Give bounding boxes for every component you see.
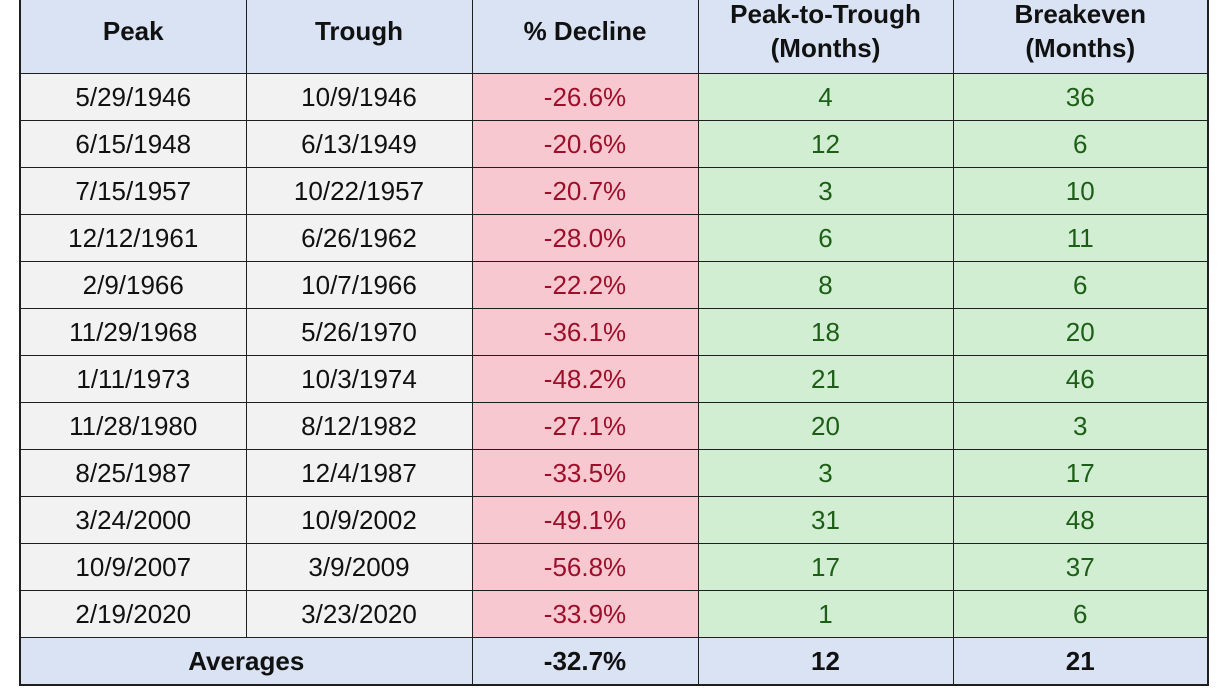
breakeven-cell: 6: [952, 261, 1209, 309]
decline-cell: -20.6%: [471, 120, 699, 168]
breakeven-cell: 48: [952, 496, 1209, 544]
peak-to-trough-cell: 4: [697, 73, 954, 121]
peak-to-trough-cell: 1: [697, 590, 954, 638]
header-breakeven-line2: (Months): [1025, 33, 1136, 63]
peak-cell: 10/9/2007: [19, 543, 247, 591]
trough-cell: 12/4/1987: [245, 449, 473, 497]
decline-cell: -20.7%: [471, 167, 699, 215]
header-breakeven: Breakeven (Months): [952, 0, 1209, 74]
peak-cell: 2/9/1966: [19, 261, 247, 309]
decline-cell: -22.2%: [471, 261, 699, 309]
averages-label: Averages: [19, 637, 473, 686]
breakeven-cell: 36: [952, 73, 1209, 121]
trough-cell: 8/12/1982: [245, 402, 473, 450]
trough-cell: 10/9/1946: [245, 73, 473, 121]
bear-markets-table: Peak Trough % Decline Peak-to-Trough (Mo…: [19, 0, 1209, 686]
table-row: 8/25/1987 12/4/1987 -33.5% 3 17: [19, 449, 1209, 497]
table-row: 11/29/1968 5/26/1970 -36.1% 18 20: [19, 308, 1209, 356]
peak-cell: 6/15/1948: [19, 120, 247, 168]
peak-cell: 5/29/1946: [19, 73, 247, 121]
header-peak-to-trough: Peak-to-Trough (Months): [697, 0, 954, 74]
breakeven-cell: 6: [952, 590, 1209, 638]
peak-to-trough-cell: 6: [697, 214, 954, 262]
table-row: 7/15/1957 10/22/1957 -20.7% 3 10: [19, 167, 1209, 215]
averages-peak-to-trough: 12: [697, 637, 954, 686]
decline-cell: -28.0%: [471, 214, 699, 262]
peak-cell: 3/24/2000: [19, 496, 247, 544]
table-row: 12/12/1961 6/26/1962 -28.0% 6 11: [19, 214, 1209, 262]
peak-cell: 2/19/2020: [19, 590, 247, 638]
peak-cell: 1/11/1973: [19, 355, 247, 403]
peak-to-trough-cell: 3: [697, 449, 954, 497]
averages-decline: -32.7%: [471, 637, 699, 686]
table-row: 1/11/1973 10/3/1974 -48.2% 21 46: [19, 355, 1209, 403]
peak-to-trough-cell: 12: [697, 120, 954, 168]
table-row: 10/9/2007 3/9/2009 -56.8% 17 37: [19, 543, 1209, 591]
header-peak-to-trough-line1: Peak-to-Trough: [730, 0, 921, 29]
table-row: 2/19/2020 3/23/2020 -33.9% 1 6: [19, 590, 1209, 638]
peak-to-trough-cell: 31: [697, 496, 954, 544]
averages-breakeven: 21: [952, 637, 1209, 686]
breakeven-cell: 37: [952, 543, 1209, 591]
header-decline: % Decline: [471, 0, 699, 74]
breakeven-cell: 46: [952, 355, 1209, 403]
header-trough-label: Trough: [314, 16, 404, 46]
peak-to-trough-cell: 17: [697, 543, 954, 591]
decline-cell: -36.1%: [471, 308, 699, 356]
table-row: 6/15/1948 6/13/1949 -20.6% 12 6: [19, 120, 1209, 168]
table-row: 11/28/1980 8/12/1982 -27.1% 20 3: [19, 402, 1209, 450]
breakeven-cell: 11: [952, 214, 1209, 262]
trough-cell: 10/22/1957: [245, 167, 473, 215]
table-row: 3/24/2000 10/9/2002 -49.1% 31 48: [19, 496, 1209, 544]
breakeven-cell: 3: [952, 402, 1209, 450]
trough-cell: 10/7/1966: [245, 261, 473, 309]
trough-cell: 6/26/1962: [245, 214, 473, 262]
header-peak-label: Peak: [102, 16, 164, 46]
breakeven-cell: 6: [952, 120, 1209, 168]
peak-cell: 8/25/1987: [19, 449, 247, 497]
header-row: Peak Trough % Decline Peak-to-Trough (Mo…: [19, 0, 1209, 74]
trough-cell: 3/9/2009: [245, 543, 473, 591]
trough-cell: 5/26/1970: [245, 308, 473, 356]
decline-cell: -33.9%: [471, 590, 699, 638]
decline-cell: -48.2%: [471, 355, 699, 403]
peak-to-trough-cell: 20: [697, 402, 954, 450]
table-row: 2/9/1966 10/7/1966 -22.2% 8 6: [19, 261, 1209, 309]
decline-cell: -49.1%: [471, 496, 699, 544]
breakeven-cell: 10: [952, 167, 1209, 215]
peak-to-trough-cell: 18: [697, 308, 954, 356]
header-breakeven-line1: Breakeven: [1014, 0, 1147, 29]
breakeven-cell: 17: [952, 449, 1209, 497]
trough-cell: 3/23/2020: [245, 590, 473, 638]
table-row: 5/29/1946 10/9/1946 -26.6% 4 36: [19, 73, 1209, 121]
peak-cell: 11/29/1968: [19, 308, 247, 356]
header-trough: Trough: [245, 0, 473, 74]
averages-row: Averages -32.7% 12 21: [19, 637, 1209, 686]
peak-to-trough-cell: 8: [697, 261, 954, 309]
peak-cell: 12/12/1961: [19, 214, 247, 262]
breakeven-cell: 20: [952, 308, 1209, 356]
peak-cell: 11/28/1980: [19, 402, 247, 450]
decline-cell: -56.8%: [471, 543, 699, 591]
peak-cell: 7/15/1957: [19, 167, 247, 215]
header-decline-label: % Decline: [523, 16, 647, 46]
decline-cell: -26.6%: [471, 73, 699, 121]
trough-cell: 6/13/1949: [245, 120, 473, 168]
decline-cell: -27.1%: [471, 402, 699, 450]
header-peak: Peak: [19, 0, 247, 74]
peak-to-trough-cell: 21: [697, 355, 954, 403]
table-footer: Averages -32.7% 12 21: [19, 637, 1209, 686]
peak-to-trough-cell: 3: [697, 167, 954, 215]
table-body: 5/29/1946 10/9/1946 -26.6% 4 36 6/15/1948 6/13…: [19, 73, 1209, 638]
trough-cell: 10/9/2002: [245, 496, 473, 544]
decline-cell: -33.5%: [471, 449, 699, 497]
trough-cell: 10/3/1974: [245, 355, 473, 403]
header-peak-to-trough-line2: (Months): [770, 33, 881, 63]
table-header: Peak Trough % Decline Peak-to-Trough (Mo…: [19, 0, 1209, 74]
